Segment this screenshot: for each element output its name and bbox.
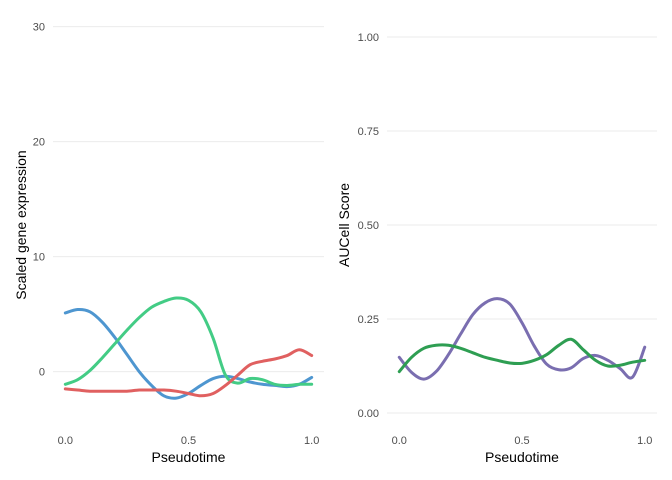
right-y-tick-label: 0.75 xyxy=(358,126,379,138)
right-y-axis-title: AUCell Score xyxy=(336,183,352,267)
left-x-tick-label: 0.0 xyxy=(58,435,73,447)
left-panel: 0 10 20 30 0.0 0.5 1.0 Pseudotime Scaled gene ex… xyxy=(13,22,324,465)
right-x-tick-label: 0.5 xyxy=(514,435,529,447)
left-x-tick-label: 1.0 xyxy=(304,435,319,447)
left-series-line-3 xyxy=(63,348,314,398)
right-x-tick-label: 0.0 xyxy=(392,435,407,447)
left-y-tick-label: 20 xyxy=(33,137,45,149)
right-series-line-1 xyxy=(397,297,647,381)
right-y-tick-label: 0.00 xyxy=(358,408,379,420)
right-series-line-2 xyxy=(397,337,647,374)
left-y-tick-label: 10 xyxy=(33,252,45,264)
left-x-axis-title: Pseudotime xyxy=(152,449,226,465)
right-y-tick-label: 0.50 xyxy=(358,220,379,232)
left-x-tick-label: 0.5 xyxy=(181,435,196,447)
right-panel: 0.00 0.25 0.50 0.75 1.00 0.0 0.5 1.0 Pseudotime A… xyxy=(336,32,657,465)
right-y-tick-label: 1.00 xyxy=(358,32,379,44)
left-y-axis-title: Scaled gene expression xyxy=(13,150,29,299)
left-y-tick-label: 0 xyxy=(39,367,45,379)
right-x-axis-title: Pseudotime xyxy=(485,449,559,465)
left-y-tick-label: 30 xyxy=(33,22,45,34)
left-series-line-2 xyxy=(63,296,314,387)
right-y-tick-label: 0.25 xyxy=(358,314,379,326)
right-x-tick-label: 1.0 xyxy=(637,435,652,447)
